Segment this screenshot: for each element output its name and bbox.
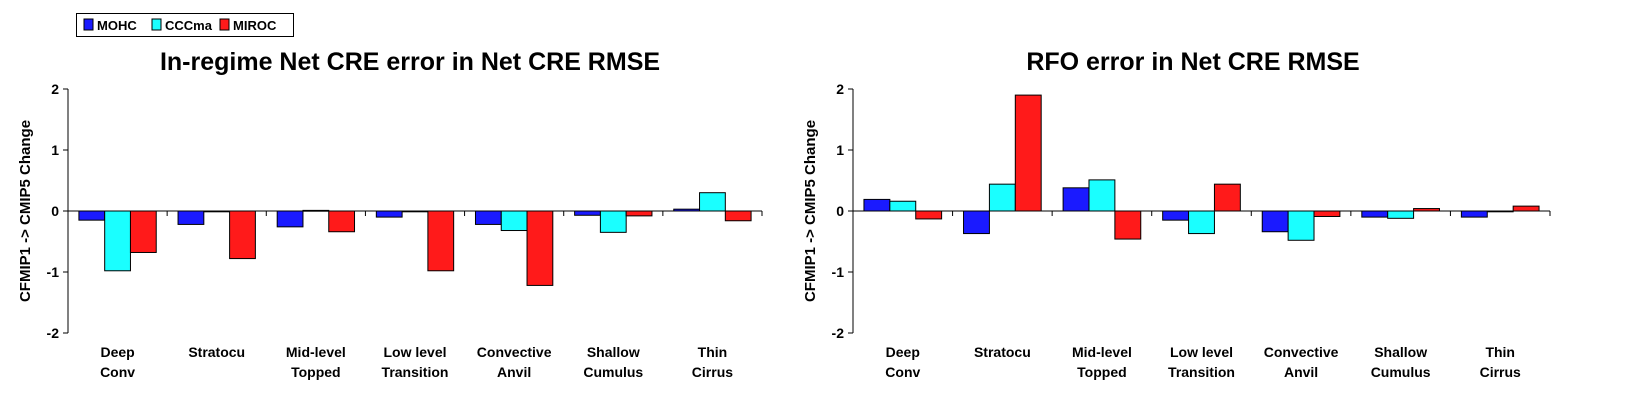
x-category-label: Anvil xyxy=(1284,364,1318,380)
bar-mohc-3 xyxy=(375,210,403,218)
chart-title: RFO error in Net CRE RMSE xyxy=(1026,48,1359,76)
bar-cccma-0 xyxy=(104,210,131,272)
bar-mohc-4 xyxy=(1261,210,1289,233)
legend-label-cccma: CCCma xyxy=(165,18,213,33)
bar-mohc-6 xyxy=(1460,210,1488,218)
x-category-label: Deep xyxy=(886,344,920,360)
bar-miroc-3 xyxy=(427,210,455,272)
bar-mohc-3 xyxy=(1162,210,1190,221)
x-category-label: Shallow xyxy=(587,344,640,360)
y-tick-label: -1 xyxy=(47,264,60,280)
bar-mohc-0 xyxy=(863,198,891,212)
bar-miroc-1 xyxy=(229,210,256,260)
y-tick-label: 1 xyxy=(51,142,59,158)
bar-miroc-4 xyxy=(1313,210,1341,217)
bar-cccma-3 xyxy=(401,210,429,213)
y-axis-label: CFMIP1 -> CMIP5 Change xyxy=(802,120,819,302)
x-category-label: Conv xyxy=(885,364,920,380)
bar-miroc-6 xyxy=(1512,205,1540,212)
x-category-label: Mid-level xyxy=(286,344,346,360)
x-category-label: Convective xyxy=(1264,344,1339,360)
x-category-label: Transition xyxy=(382,364,449,380)
legend-box xyxy=(76,13,294,37)
legend: MOHC CCCma MIROC xyxy=(76,13,294,37)
x-category-label: Low level xyxy=(383,344,446,360)
bar-miroc-6 xyxy=(724,210,752,222)
legend-swatch-miroc xyxy=(219,18,230,31)
x-category-label: Stratocu xyxy=(974,344,1031,360)
bar-cccma-0 xyxy=(889,200,917,212)
legend-swatch-mohc xyxy=(83,18,94,31)
chart-net-cre-error: In-regime Net CRE error in Net CRE RMSE C… xyxy=(17,48,763,380)
bar-miroc-3 xyxy=(1213,183,1241,212)
y-tick-label: 2 xyxy=(51,81,59,97)
bar-cccma-2 xyxy=(1088,179,1116,212)
bar-mohc-2 xyxy=(276,210,304,228)
bar-mohc-2 xyxy=(1062,187,1090,212)
bar-cccma-3 xyxy=(1188,210,1215,235)
chart-title: In-regime Net CRE error in Net CRE RMSE xyxy=(160,48,660,76)
bar-miroc-0 xyxy=(129,210,157,253)
bar-mohc-1 xyxy=(177,210,205,225)
bar-mohc-4 xyxy=(474,210,502,225)
bar-cccma-1 xyxy=(203,210,231,213)
legend-swatch-cccma xyxy=(151,18,162,31)
x-category-label: Anvil xyxy=(497,364,531,380)
y-tick-label: 0 xyxy=(51,203,59,219)
bar-miroc-2 xyxy=(1114,210,1142,240)
legend-label-mohc: MOHC xyxy=(97,18,137,33)
y-axis-label: CFMIP1 -> CMIP5 Change xyxy=(17,120,34,302)
bar-miroc-5 xyxy=(1413,208,1440,212)
bar-miroc-4 xyxy=(526,210,554,286)
y-tick-label: 0 xyxy=(836,203,844,219)
bar-miroc-1 xyxy=(1014,94,1042,212)
bar-cccma-6 xyxy=(1486,210,1514,213)
bar-mohc-0 xyxy=(78,210,106,221)
x-category-label: Cumulus xyxy=(583,364,643,380)
bar-miroc-0 xyxy=(915,210,943,220)
x-category-label: Stratocu xyxy=(188,344,245,360)
bar-cccma-4 xyxy=(1287,210,1315,241)
x-category-label: Topped xyxy=(291,364,341,380)
y-tick-label: -2 xyxy=(832,325,845,341)
y-tick-label: 2 xyxy=(836,81,844,97)
y-tick-label: -1 xyxy=(832,264,845,280)
x-category-label: Conv xyxy=(100,364,135,380)
x-category-label: Topped xyxy=(1077,364,1127,380)
chart-rfo-error: RFO error in Net CRE RMSE CFMIP1 -> CMIP5… xyxy=(802,48,1551,380)
x-category-label: Low level xyxy=(1170,344,1233,360)
bar-cccma-6 xyxy=(699,192,726,212)
x-category-label: Cirrus xyxy=(692,364,733,380)
x-category-label: Cirrus xyxy=(1480,364,1521,380)
bar-mohc-5 xyxy=(1361,210,1389,218)
x-category-label: Transition xyxy=(1168,364,1235,380)
bar-mohc-6 xyxy=(673,208,701,212)
bar-mohc-1 xyxy=(963,210,990,235)
x-category-label: Thin xyxy=(698,344,728,360)
x-category-label: Shallow xyxy=(1374,344,1427,360)
y-tick-label: 1 xyxy=(836,142,844,158)
bar-cccma-5 xyxy=(1387,210,1415,219)
x-category-label: Mid-level xyxy=(1072,344,1132,360)
x-category-label: Cumulus xyxy=(1371,364,1431,380)
y-tick-label: -2 xyxy=(47,325,60,341)
x-category-label: Deep xyxy=(100,344,134,360)
legend-label-miroc: MIROC xyxy=(233,18,277,33)
bar-cccma-1 xyxy=(988,183,1016,212)
bar-miroc-2 xyxy=(328,210,356,233)
x-category-label: Convective xyxy=(477,344,552,360)
bar-cccma-5 xyxy=(599,210,627,233)
x-category-label: Thin xyxy=(1485,344,1515,360)
bar-cccma-4 xyxy=(500,210,528,232)
bar-miroc-5 xyxy=(625,210,653,217)
bar-mohc-5 xyxy=(574,210,601,216)
bar-cccma-2 xyxy=(302,209,330,212)
